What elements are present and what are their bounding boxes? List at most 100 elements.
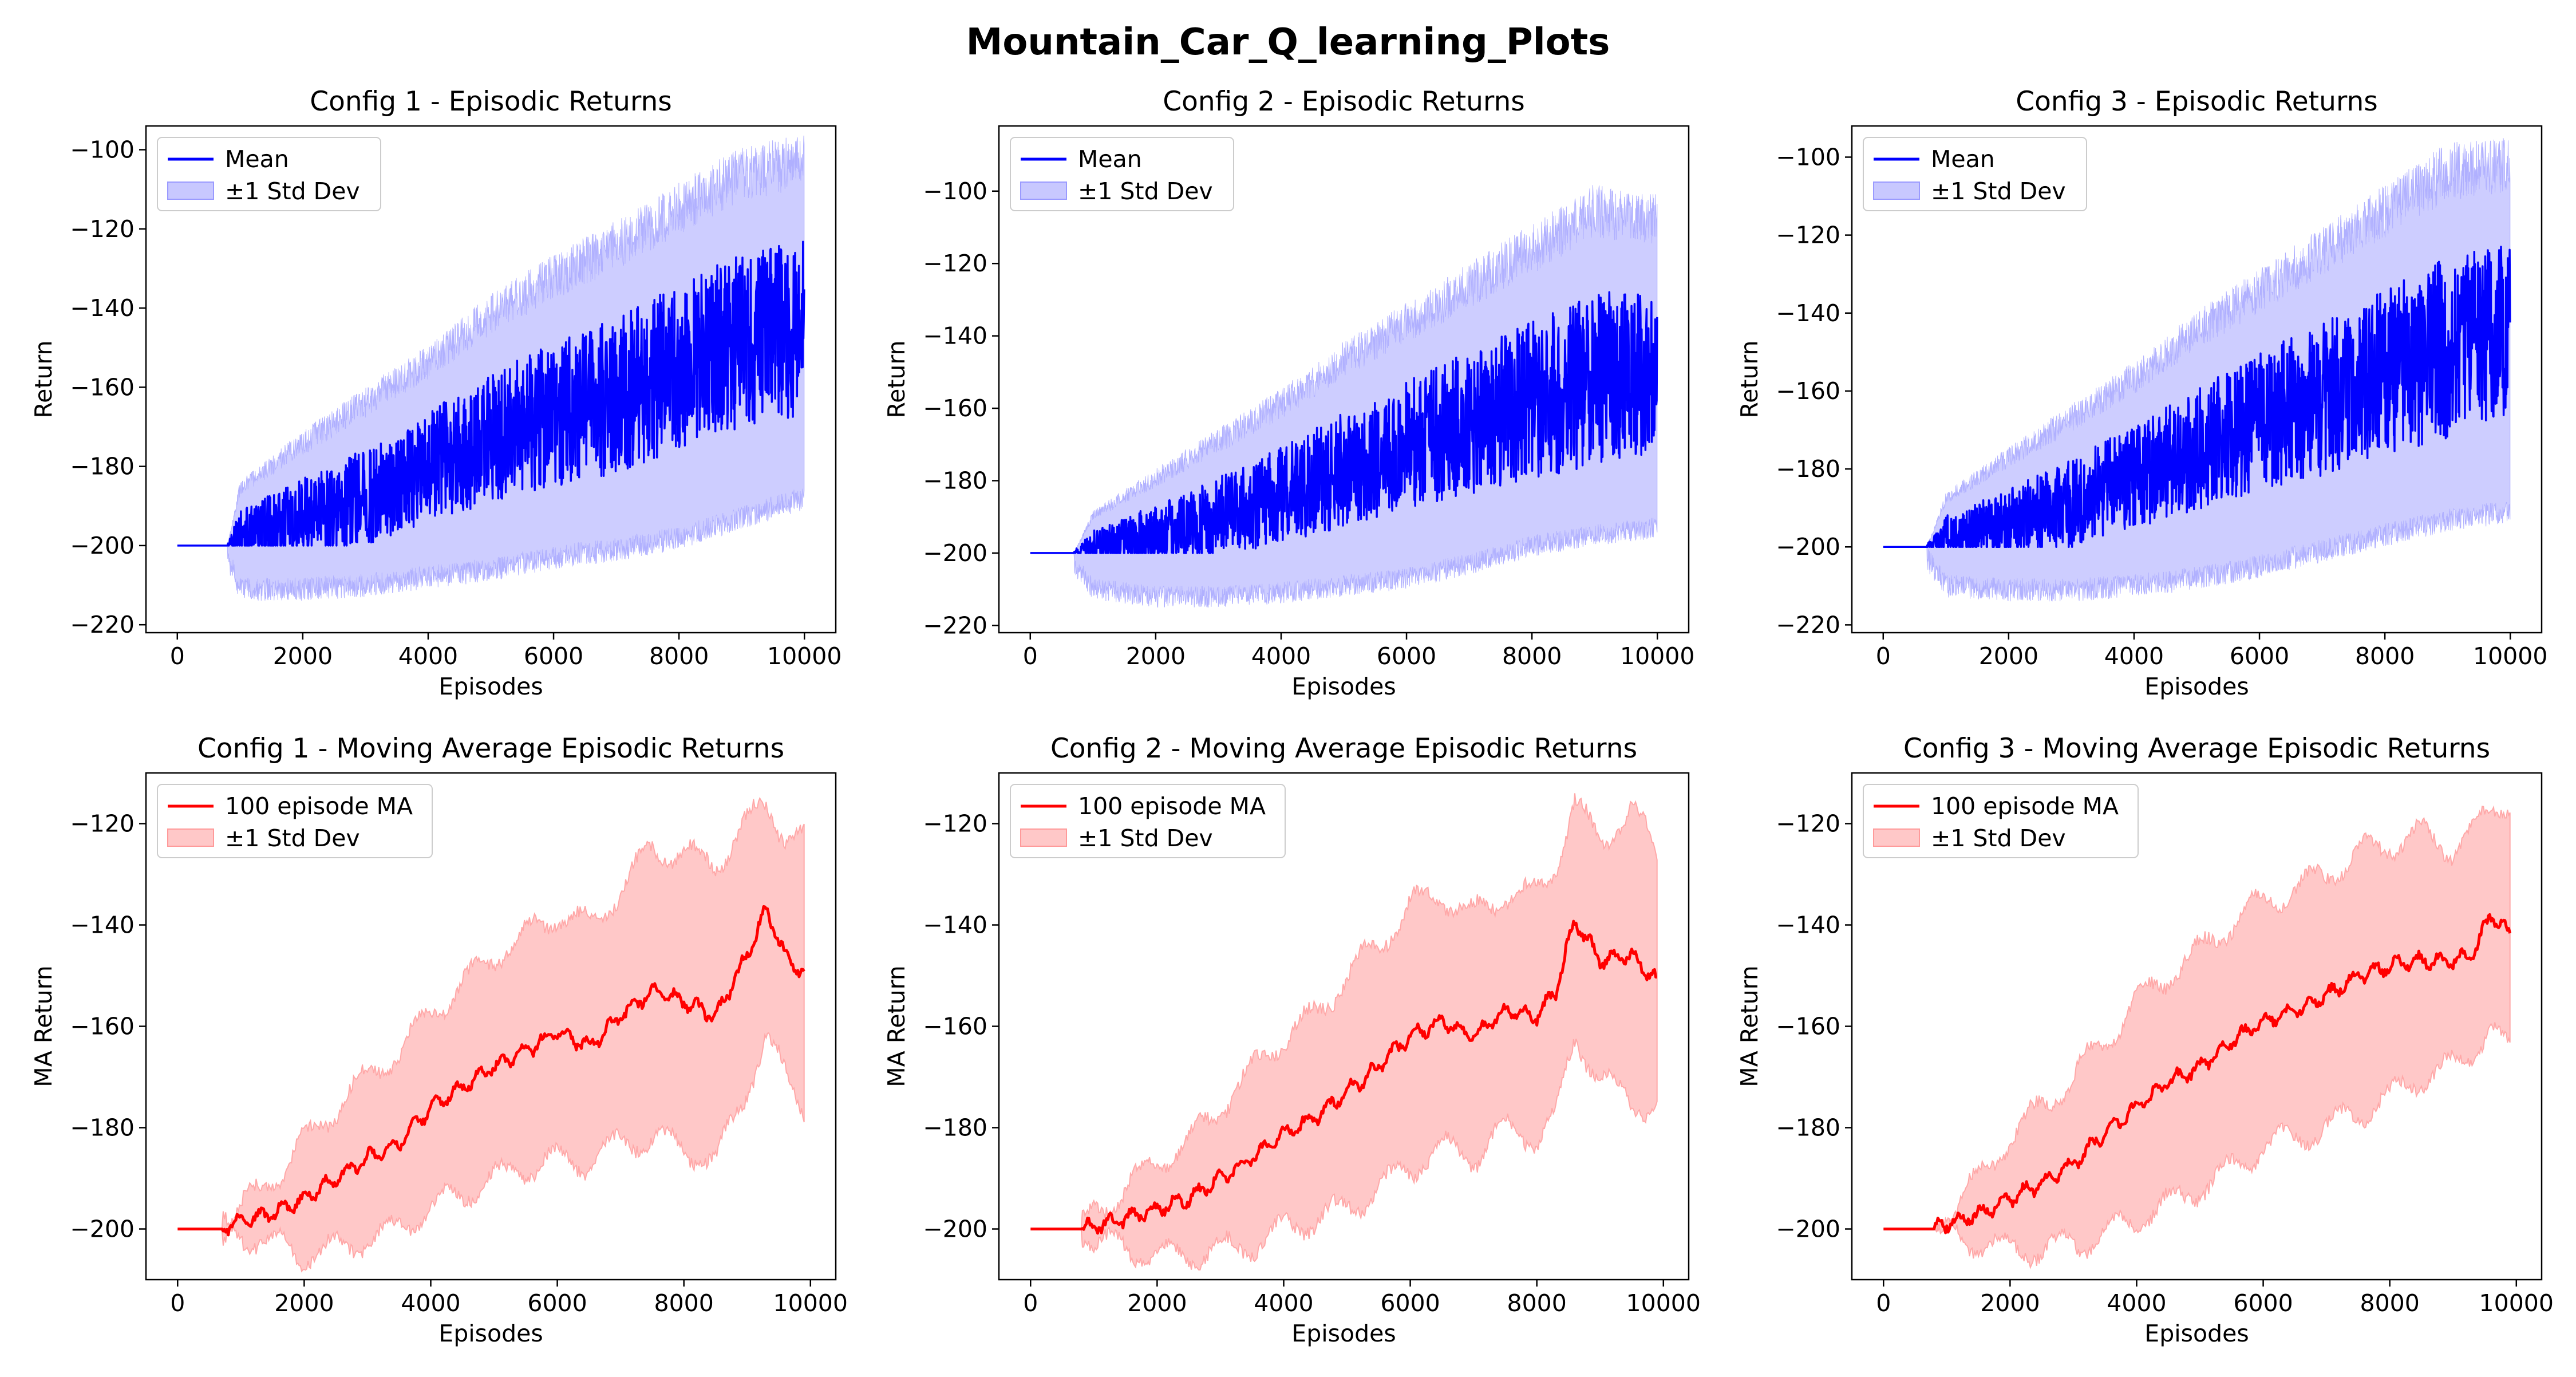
y-tick-label: −140 [1776,299,1840,327]
y-tick-label: −160 [70,1013,135,1040]
x-tick-label: 10000 [1626,1289,1701,1317]
subplot-6: 0 2000 4000 6000 8000 10000 −200 −180 −160 −140 −1… [1736,733,2554,1347]
legend: 100 episode MA ±1 Std Dev [157,784,433,858]
axes-frame [1851,125,2543,634]
y-axis-label: MA Return [30,965,57,1087]
x-tick-label: 8000 [2355,642,2415,670]
x-tick-label: 6000 [527,1289,587,1317]
legend-box [1010,784,1286,858]
x-tick-label: 4000 [398,642,458,670]
x-tick-label: 4000 [2104,642,2164,670]
legend: Mean ±1 Std Dev [157,137,381,211]
x-tick-label: 0 [1023,1289,1038,1317]
legend: 100 episode MA ±1 Std Dev [1863,784,2139,858]
y-tick-label: −100 [70,136,135,163]
y-axis-label: Return [883,340,910,418]
y-tick-label: −140 [923,322,987,350]
y-tick-label: −200 [1776,1216,1840,1243]
y-tick-label: −140 [923,912,987,939]
moving-average-line [1030,920,1657,1235]
y-tick-label: −200 [923,1216,987,1243]
x-tick-label: 2000 [274,1289,334,1317]
x-tick-label: 6000 [524,642,583,670]
y-axis-label: Return [30,340,57,418]
x-tick-label: 4000 [401,1289,460,1317]
y-tick-label: −140 [1776,912,1840,939]
x-tick-label: 6000 [1377,642,1436,670]
y-tick-label: −140 [70,912,135,939]
y-tick-label: −180 [923,467,987,495]
x-tick-label: 0 [1023,642,1038,670]
subplot-title: Config 1 - Episodic Returns [310,86,671,117]
y-tick-label: −220 [923,611,987,639]
plot-area [1882,138,2511,602]
x-tick-label: 8000 [1507,1289,1567,1317]
legend-band-swatch [1020,828,1067,847]
x-tick-label: 2000 [273,642,333,670]
legend-line-label: 100 episode MA [1078,792,1266,820]
y-tick-label: −220 [70,611,135,638]
plot-area [1029,185,1658,609]
legend-band-swatch [167,828,214,847]
y-tick-label: −140 [70,294,135,322]
x-tick-label: 0 [170,1289,185,1317]
x-tick-label: 10000 [2479,1289,2554,1317]
x-tick-label: 4000 [1251,642,1311,670]
y-tick-label: −120 [923,810,987,838]
y-tick-label: −160 [923,394,987,422]
y-tick-label: −160 [1776,377,1840,405]
subplot-title: Config 3 - Moving Average Episodic Retur… [1903,733,2490,764]
y-tick-label: −120 [70,810,135,838]
std-dev-band [1883,805,2511,1269]
legend-line-label: Mean [1931,145,1995,173]
legend-band-swatch [1020,182,1067,200]
y-tick-label: −180 [1776,455,1840,483]
x-axis-label: Episodes [438,1320,543,1347]
y-tick-label: −100 [1776,143,1840,171]
y-tick-label: −160 [923,1013,987,1040]
y-tick-label: −160 [1776,1013,1840,1040]
moving-average-line [177,905,805,1237]
std-dev-band [177,796,805,1273]
x-tick-label: 2000 [1980,1289,2040,1317]
legend-band-label: ±1 Std Dev [1078,824,1213,852]
legend: Mean ±1 Std Dev [1010,137,1234,211]
subplot-title: Config 1 - Moving Average Episodic Retur… [197,733,784,764]
y-axis-label: MA Return [883,965,910,1087]
y-tick-label: −200 [923,539,987,567]
std-dev-band [1030,793,1658,1271]
x-tick-label: 2000 [1979,642,2038,670]
y-tick-label: −180 [70,1114,135,1142]
x-tick-label: 4000 [1254,1289,1313,1317]
x-axis-label: Episodes [438,673,543,700]
mean-line [1882,246,2511,548]
x-tick-label: 8000 [1502,642,1562,670]
y-tick-label: −120 [923,250,987,277]
x-axis-label: Episodes [2144,1320,2249,1347]
x-tick-label: 2000 [1126,642,1186,670]
subplot-title: Config 2 - Moving Average Episodic Retur… [1050,733,1637,764]
legend-band-label: ±1 Std Dev [1931,824,2066,852]
y-tick-label: −100 [923,177,987,205]
mean-line [176,240,805,547]
subplot-title: Config 3 - Episodic Returns [2016,86,2377,117]
figure-suptitle: Mountain_Car_Q_learning_Plots [966,21,1610,64]
legend-band-label: ±1 Std Dev [225,824,360,852]
y-axis-label: MA Return [1736,965,1763,1087]
x-tick-label: 10000 [2473,642,2547,670]
x-tick-label: 8000 [649,642,709,670]
legend-line-label: Mean [225,145,289,173]
subplot-5: 0 2000 4000 6000 8000 10000 −200 −180 −160 −140 −1… [883,733,1701,1347]
y-tick-label: −200 [1776,533,1840,561]
y-tick-label: −200 [70,1216,135,1243]
mean-line [1029,291,1658,554]
subplots: 0 2000 4000 6000 8000 10000 −220 −200 −180 −160 −1… [30,86,2554,1347]
legend-line-label: Mean [1078,145,1142,173]
x-axis-label: Episodes [1291,673,1396,700]
legend-band-label: ±1 Std Dev [225,177,360,205]
plot-area [1030,793,1658,1271]
x-axis-label: Episodes [1291,1320,1396,1347]
x-tick-label: 2000 [1127,1289,1187,1317]
